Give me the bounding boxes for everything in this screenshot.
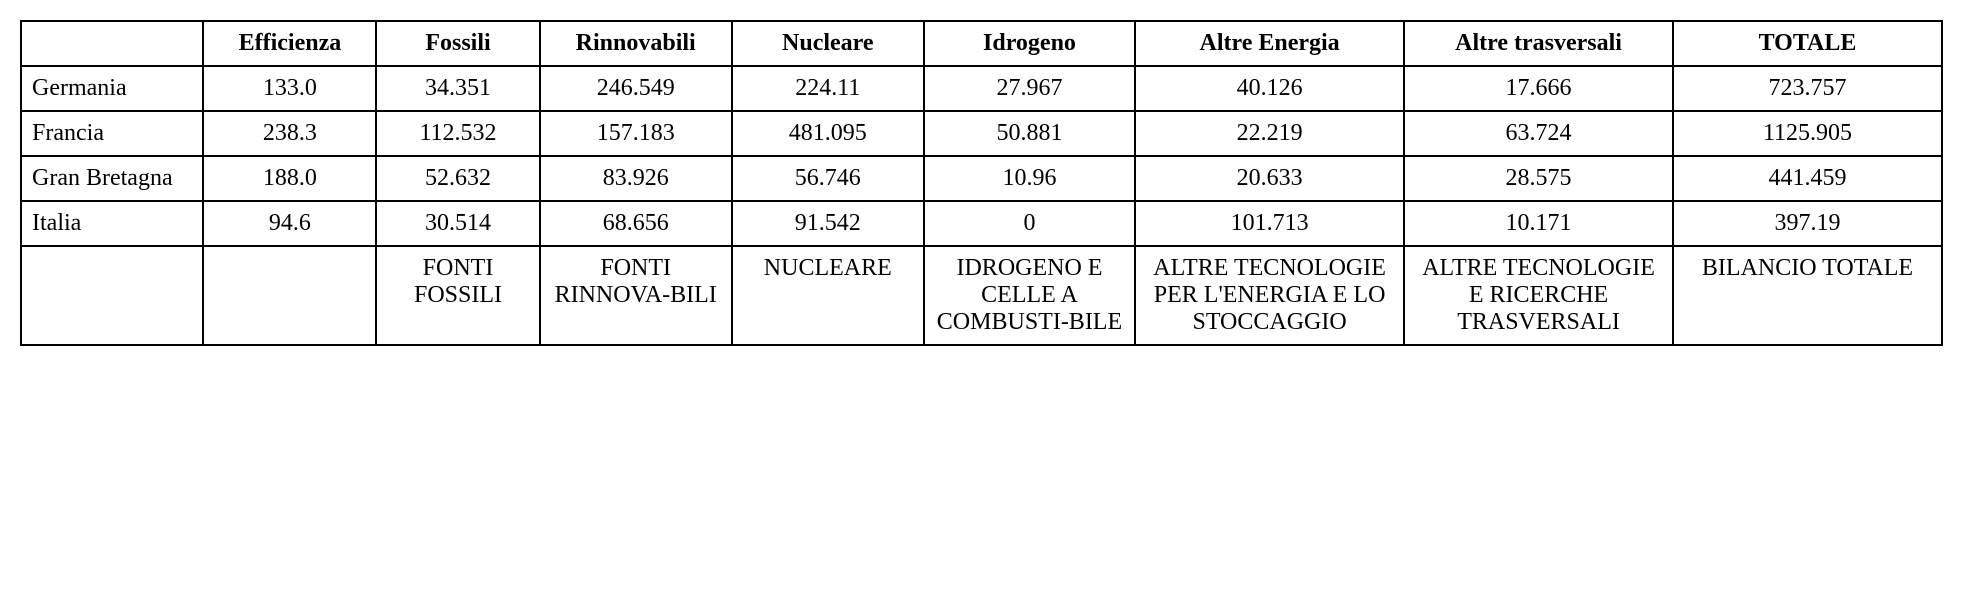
row-label: Germania (21, 66, 203, 111)
cell: 68.656 (540, 201, 732, 246)
table-header-row: Efficienza Fossili Rinnovabili Nucleare … (21, 21, 1942, 66)
cell: 723.757 (1673, 66, 1942, 111)
cell: 112.532 (376, 111, 539, 156)
cell: 83.926 (540, 156, 732, 201)
table-row: Francia 238.3 112.532 157.183 481.095 50… (21, 111, 1942, 156)
cell: 20.633 (1135, 156, 1404, 201)
energy-table: Efficienza Fossili Rinnovabili Nucleare … (20, 20, 1943, 346)
cell: 52.632 (376, 156, 539, 201)
cell: 34.351 (376, 66, 539, 111)
col-header-totale: TOTALE (1673, 21, 1942, 66)
cell: 133.0 (203, 66, 376, 111)
cell: 441.459 (1673, 156, 1942, 201)
cell: 246.549 (540, 66, 732, 111)
cell: 397.19 (1673, 201, 1942, 246)
cell: 188.0 (203, 156, 376, 201)
table-row: Gran Bretagna 188.0 52.632 83.926 56.746… (21, 156, 1942, 201)
table-footer-row: FONTI FOSSILI FONTI RINNOVA-BILI NUCLEAR… (21, 246, 1942, 345)
cell: 17.666 (1404, 66, 1673, 111)
footer-cell (203, 246, 376, 345)
cell: 27.967 (924, 66, 1135, 111)
table-row: Germania 133.0 34.351 246.549 224.11 27.… (21, 66, 1942, 111)
cell: 94.6 (203, 201, 376, 246)
row-label: Francia (21, 111, 203, 156)
col-header-efficienza: Efficienza (203, 21, 376, 66)
col-header-nucleare: Nucleare (732, 21, 924, 66)
cell: 238.3 (203, 111, 376, 156)
cell: 157.183 (540, 111, 732, 156)
col-header-idrogeno: Idrogeno (924, 21, 1135, 66)
cell: 40.126 (1135, 66, 1404, 111)
footer-cell: ALTRE TECNOLOGIE E RICERCHE TRASVERSALI (1404, 246, 1673, 345)
cell: 10.171 (1404, 201, 1673, 246)
cell: 63.724 (1404, 111, 1673, 156)
col-header-altre-energia: Altre Energia (1135, 21, 1404, 66)
cell: 1125.905 (1673, 111, 1942, 156)
footer-cell: ALTRE TECNOLOGIE PER L'ENERGIA E LO STOC… (1135, 246, 1404, 345)
col-header-rinnovabili: Rinnovabili (540, 21, 732, 66)
cell: 224.11 (732, 66, 924, 111)
cell: 50.881 (924, 111, 1135, 156)
table-row: Italia 94.6 30.514 68.656 91.542 0 101.7… (21, 201, 1942, 246)
cell: 56.746 (732, 156, 924, 201)
cell: 91.542 (732, 201, 924, 246)
footer-cell: BILANCIO TOTALE (1673, 246, 1942, 345)
footer-cell (21, 246, 203, 345)
cell: 30.514 (376, 201, 539, 246)
cell: 101.713 (1135, 201, 1404, 246)
cell: 481.095 (732, 111, 924, 156)
col-header-altre-trasversali: Altre trasversali (1404, 21, 1673, 66)
cell: 10.96 (924, 156, 1135, 201)
cell: 0 (924, 201, 1135, 246)
row-label: Italia (21, 201, 203, 246)
row-label: Gran Bretagna (21, 156, 203, 201)
col-header-fossili: Fossili (376, 21, 539, 66)
col-header-empty (21, 21, 203, 66)
footer-cell: FONTI RINNOVA-BILI (540, 246, 732, 345)
footer-cell: NUCLEARE (732, 246, 924, 345)
footer-cell: FONTI FOSSILI (376, 246, 539, 345)
cell: 22.219 (1135, 111, 1404, 156)
cell: 28.575 (1404, 156, 1673, 201)
footer-cell: IDROGENO E CELLE A COMBUSTI-BILE (924, 246, 1135, 345)
